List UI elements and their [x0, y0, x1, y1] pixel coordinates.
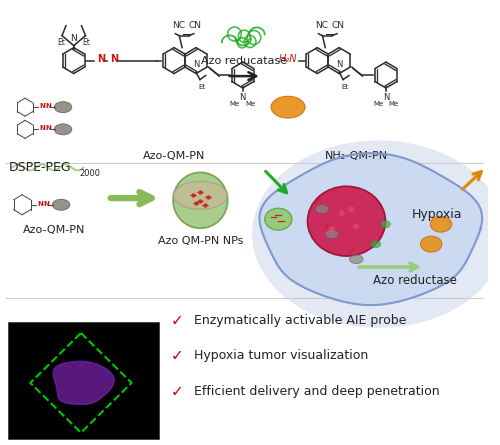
Ellipse shape: [308, 186, 386, 256]
Text: Azo reducatase: Azo reducatase: [201, 56, 288, 66]
Text: Me: Me: [246, 101, 256, 107]
Ellipse shape: [264, 208, 292, 230]
Text: Me: Me: [230, 101, 240, 107]
Ellipse shape: [430, 216, 452, 232]
Text: N: N: [46, 103, 52, 109]
Text: N: N: [40, 125, 46, 131]
Text: Hypoxia: Hypoxia: [412, 208, 463, 221]
Text: N: N: [110, 53, 118, 64]
Text: Me: Me: [388, 101, 399, 107]
Polygon shape: [54, 361, 114, 405]
Text: Et: Et: [342, 84, 348, 89]
Text: NH₂-QM-PN: NH₂-QM-PN: [324, 151, 388, 161]
Ellipse shape: [371, 241, 380, 247]
Text: N: N: [70, 34, 77, 43]
Text: Et: Et: [57, 38, 65, 47]
Ellipse shape: [54, 124, 72, 135]
Ellipse shape: [52, 199, 70, 210]
Circle shape: [348, 206, 354, 212]
Ellipse shape: [173, 182, 228, 209]
Text: NC: NC: [315, 21, 328, 30]
Text: N: N: [40, 103, 46, 109]
Ellipse shape: [252, 141, 500, 328]
Text: Azo QM-PN NPs: Azo QM-PN NPs: [158, 236, 243, 246]
Text: CN: CN: [188, 21, 202, 30]
Text: Et: Et: [82, 38, 90, 47]
Text: CN: CN: [332, 21, 344, 30]
Ellipse shape: [420, 236, 442, 252]
Text: ✓: ✓: [171, 312, 184, 328]
Text: N: N: [336, 60, 342, 69]
Ellipse shape: [380, 221, 390, 228]
Ellipse shape: [350, 255, 363, 263]
Text: N: N: [46, 125, 52, 131]
Text: 2000: 2000: [80, 169, 100, 178]
Text: H₂N: H₂N: [278, 53, 297, 64]
Text: N: N: [383, 93, 389, 102]
Ellipse shape: [54, 101, 72, 113]
Polygon shape: [260, 153, 482, 305]
Text: Azo-QM-PN: Azo-QM-PN: [23, 225, 86, 235]
Text: Azo reductase: Azo reductase: [372, 275, 456, 287]
Text: ✓: ✓: [171, 348, 184, 363]
Circle shape: [354, 223, 359, 229]
Text: DSPE-PEG: DSPE-PEG: [8, 161, 71, 174]
Text: Azo-QM-PN: Azo-QM-PN: [143, 151, 206, 161]
Text: N: N: [193, 60, 199, 69]
Text: Et: Et: [198, 84, 205, 89]
FancyBboxPatch shape: [8, 322, 160, 439]
Ellipse shape: [316, 205, 329, 214]
Text: N: N: [97, 53, 106, 64]
Circle shape: [338, 210, 344, 216]
Text: N: N: [240, 93, 246, 102]
Text: NC: NC: [172, 21, 184, 30]
Text: Enzymatically activable AIE probe: Enzymatically activable AIE probe: [194, 314, 406, 327]
Ellipse shape: [271, 96, 305, 118]
Circle shape: [173, 172, 228, 228]
Text: Me: Me: [373, 101, 384, 107]
Circle shape: [329, 226, 335, 232]
Ellipse shape: [325, 230, 338, 239]
Text: ✓: ✓: [171, 384, 184, 399]
Text: Hypoxia tumor visualization: Hypoxia tumor visualization: [194, 349, 368, 362]
Text: N: N: [38, 201, 44, 207]
Text: N: N: [44, 201, 50, 207]
Text: Efficient delivery and deep penetration: Efficient delivery and deep penetration: [194, 384, 439, 397]
